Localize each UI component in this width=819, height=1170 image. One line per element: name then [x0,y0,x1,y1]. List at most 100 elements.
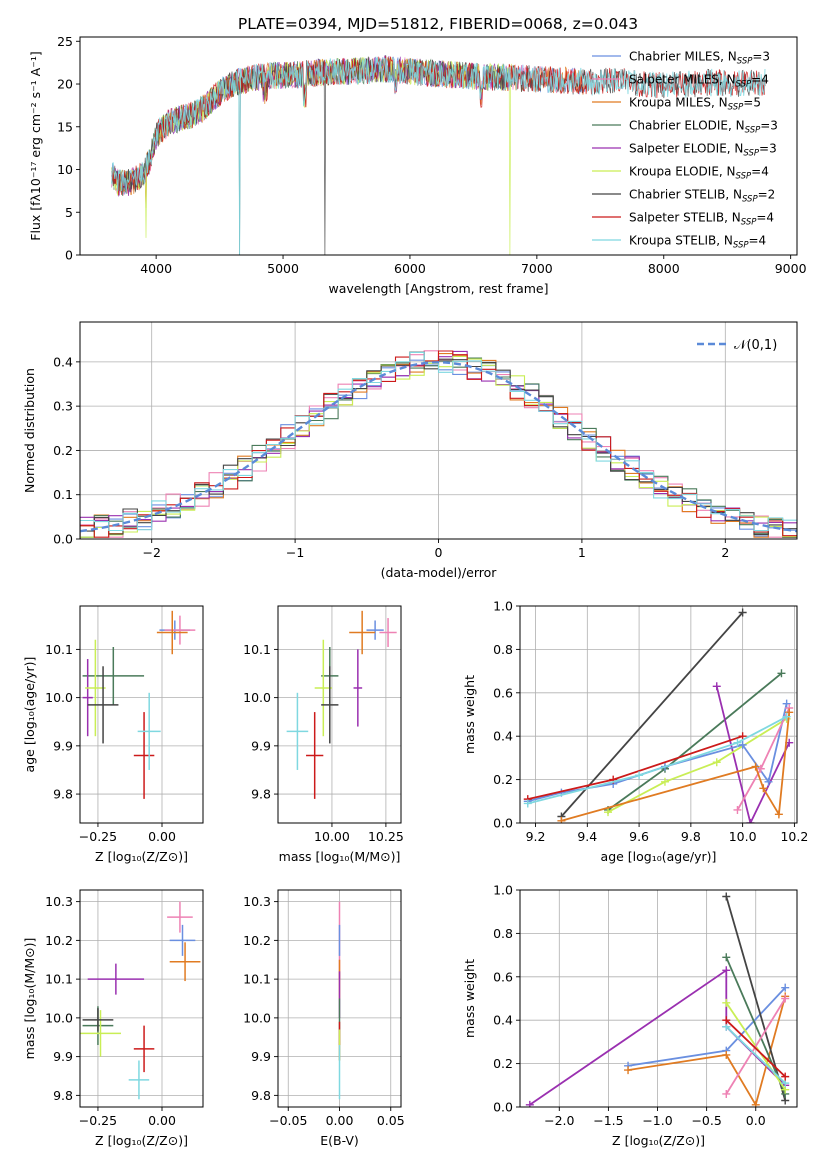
error-bar-point [82,646,145,705]
plot-content [525,892,790,1107]
y-tick-label: 10.1 [243,972,271,987]
plot-frame [79,889,204,1108]
y-tick-label: 0.4 [493,729,513,744]
weight-point-marker [759,784,768,793]
y-tick-label: 9.8 [251,787,271,802]
x-tick-label: −0.05 [269,1113,307,1128]
x-tick-label: 2 [721,545,729,560]
error-bar-point [349,610,376,655]
error-bar-point [379,618,397,647]
y-tick-label: 25 [57,34,73,49]
y-tick-label: 20 [57,77,73,92]
y-tick-label: 10.1 [45,972,73,987]
weight-series-line [607,718,788,813]
error-bar-point [137,692,161,770]
x-tick-label: 1 [578,545,586,560]
plot-content [82,610,196,799]
weight-point-marker [785,708,794,717]
weight-point-marker [738,608,747,617]
x-tick-label: 10.25 [368,829,404,844]
error-bar-point [82,659,93,737]
x-tick-label: 0.00 [148,829,176,844]
legend-label: Salpeter ELODIE, NSSP=3 [629,142,777,159]
y-tick-label: 15 [57,119,73,134]
y-tick-label: 10.3 [45,894,73,909]
legend-label: Chabrier MILES, NSSP=3 [629,50,770,67]
x-tick-label: 0 [435,545,443,560]
panel-mass-vs-Z: −0.25 0.00 9.8 9.9 10.0 10.1 10.2 10.3 Z [log₁₀(… [22,889,204,1148]
weight-point-marker [781,983,790,992]
x-tick-label: −0.5 [691,1113,721,1128]
weight-point-marker [712,758,721,767]
normal-reference-curve [80,361,797,533]
y-tick-label: 0.0 [53,532,73,547]
x-axis-label: (data-model)/error [381,565,498,580]
weight-point-marker [722,1050,731,1059]
x-tick-label: −1.5 [593,1113,623,1128]
y-tick-label: 0.0 [493,816,513,831]
weight-point-marker [525,1100,534,1107]
error-bar-point [133,712,155,799]
x-axis-label: Z [log₁₀(Z/Z⊙)] [95,849,188,864]
x-tick-label: −2 [142,545,160,560]
weight-point-marker [722,953,731,962]
y-tick-label: 10.3 [243,894,271,909]
x-tick-label: 10.2 [780,829,808,844]
weight-series-line [560,611,744,818]
y-tick-label: 9.9 [53,1049,73,1064]
x-tick-label: −0.25 [79,1113,117,1128]
x-axis-label: mass [log₁₀(M/M⊙)] [279,849,401,864]
weight-point-marker [523,799,532,808]
error-bar-point [87,963,145,995]
weight-point-marker [738,732,747,741]
weight-point-marker [557,816,566,823]
y-tick-label: 0.8 [493,642,513,657]
plot-frame [79,36,798,256]
x-tick-label: 9.8 [681,829,701,844]
error-bar-point [353,649,363,727]
plot-content [80,901,201,1100]
panel-mass-vs-ebv: −0.05 0.00 0.05 9.8 9.9 10.0 10.1 10.2 10.3 E(B-V… [243,889,405,1148]
weight-point-marker [764,777,773,786]
weight-series-line [725,1019,786,1078]
weight-point-marker [722,892,731,901]
x-tick-label: 0.05 [377,1113,405,1128]
legend-label: Kroupa MILES, NSSP=5 [629,96,761,113]
plot-content [286,610,397,799]
plot-area [520,890,797,1107]
legend-label: Salpeter MILES, NSSP=4 [629,73,769,90]
plot-frame [519,605,798,824]
y-axis-label: mass weight [462,959,477,1038]
panel-age-vs-mass: 10.00 10.25 9.8 9.9 10.0 10.1 mass [log₁₀(M/M⊙… [243,605,404,864]
panel-weight-vs-Z: −2.0 −1.5 −1.0 −0.5 0.0 0.0 0.2 0.4 0.6 0.8 1.0 Z [… [462,883,798,1148]
weight-point-marker [782,712,791,721]
y-tick-label: 0.8 [493,926,513,941]
weight-point-marker [777,669,786,678]
plot-content [111,55,766,255]
legend-label: Kroupa STELIB, NSSP=4 [629,234,766,251]
error-bar-point [169,942,201,982]
weight-series-line [725,998,786,1095]
y-tick-label: 0.3 [53,399,73,414]
error-bar-point [80,1010,121,1057]
y-tick-label: 1.0 [493,883,513,898]
x-axis-label: E(B-V) [320,1133,359,1148]
y-tick-label: 10.1 [243,642,271,657]
panel-residual-hist: −2 −1 0 1 2 0.0 0.1 0.2 0.3 0.4 (data-model)/error… [22,321,798,580]
y-axis-label: Normed distribution [22,368,37,493]
x-tick-label: 8000 [648,261,680,276]
x-tick-label: −2.0 [544,1113,574,1128]
plot-frame [277,605,402,824]
weight-point-marker [722,966,731,975]
weight-point-marker [624,1066,633,1075]
x-tick-label: 0.0 [746,1113,766,1128]
plot-frame [519,889,798,1108]
y-tick-label: 0.2 [493,772,513,787]
panel-weight-vs-age: 9.2 9.4 9.6 9.8 10.0 10.2 0.0 0.2 0.4 0.6 0.8 1.0 ag… [462,599,808,865]
y-tick-label: 0.1 [53,487,73,502]
y-tick-label: 10.1 [45,642,73,657]
legend-label: Salpeter STELIB, NSSP=4 [629,211,774,228]
plot-area [80,890,203,1107]
x-tick-label: 9.6 [629,829,649,844]
